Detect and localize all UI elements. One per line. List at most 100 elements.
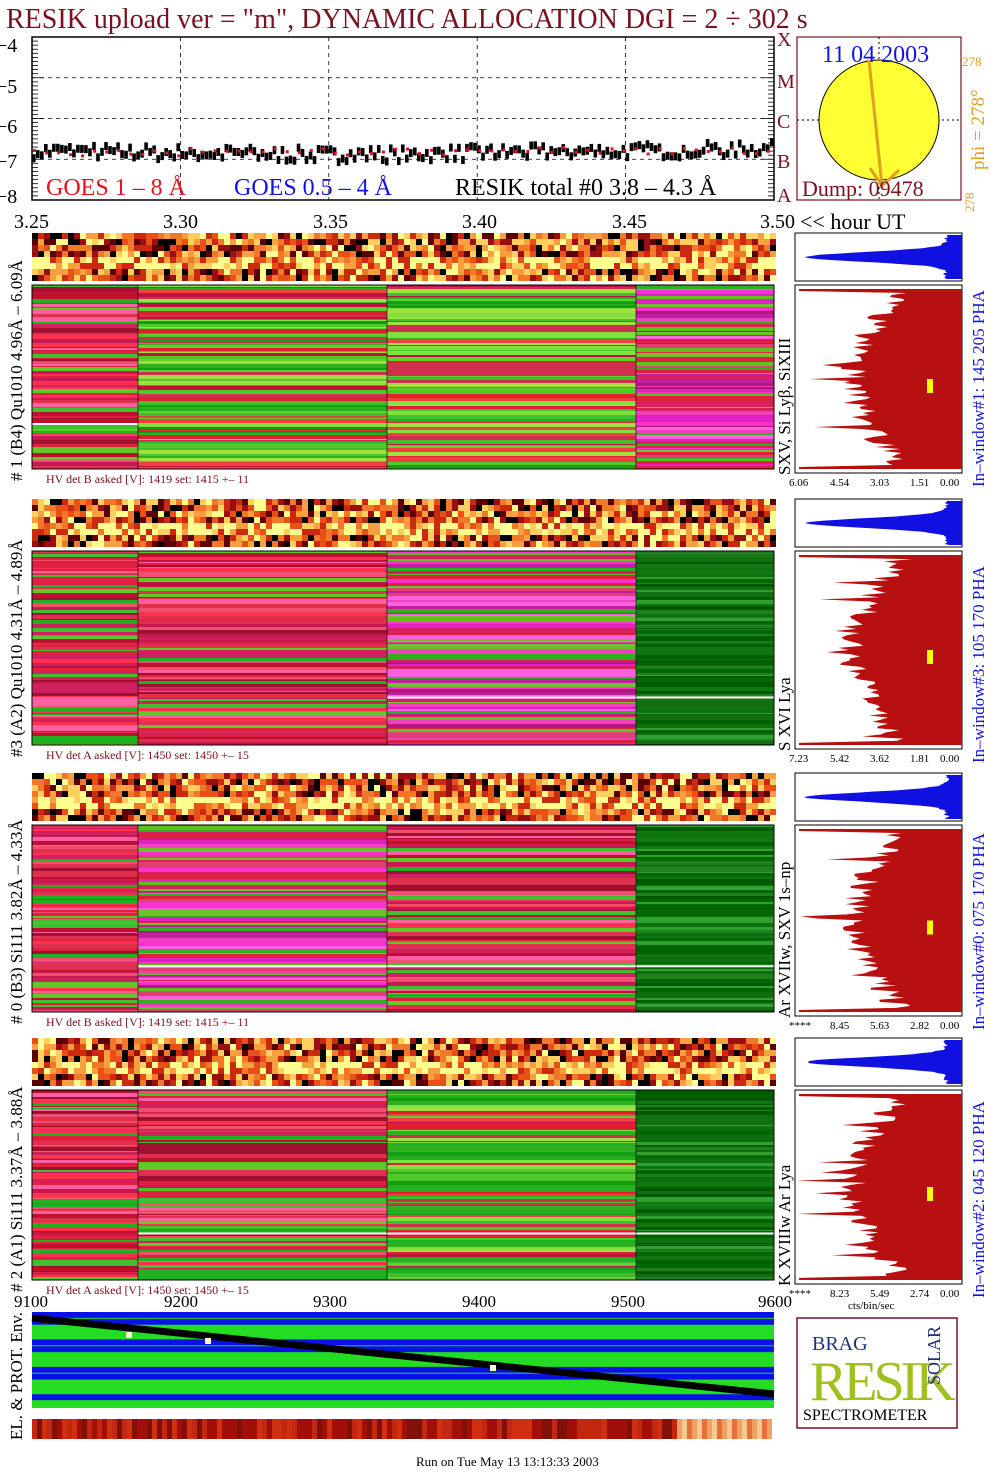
heat-cell [50, 797, 56, 803]
heat-cell [734, 499, 740, 505]
spectrum-band [636, 739, 774, 741]
spectrum-band [636, 861, 774, 865]
heat-cell [578, 1056, 584, 1062]
heat-cell [194, 1068, 200, 1074]
heat-cell [500, 263, 506, 269]
heat-cell [320, 1044, 326, 1050]
goes-point [550, 151, 554, 155]
heat-cell [344, 505, 350, 511]
sun-panel: 11 04 2003 Dump: 09478 phi = 278° 278 27… [777, 29, 989, 212]
heat-cell [236, 233, 242, 239]
spectrum-band [387, 322, 636, 325]
heat-cell [572, 815, 578, 821]
heat-cell [194, 1038, 200, 1044]
heat-cell [44, 269, 50, 275]
heat-cell [602, 815, 608, 821]
heat-cell [584, 535, 590, 541]
heat-cell [380, 257, 386, 263]
heat-cell [530, 511, 536, 517]
heat-cell [254, 251, 260, 257]
heat-cell [500, 815, 506, 821]
heat-cell [302, 779, 308, 785]
spectrum-band [138, 687, 387, 688]
heat-cell [470, 1062, 476, 1068]
heat-cell [710, 505, 716, 511]
heat-cell [374, 815, 380, 821]
spectrum-band [636, 831, 774, 834]
spectrum-band [32, 930, 138, 932]
heat-cell [500, 505, 506, 511]
heat-cell [512, 1038, 518, 1044]
heat-cell [554, 815, 560, 821]
heat-cell [38, 499, 44, 505]
heat-cell [620, 257, 626, 263]
heat-cell [620, 1038, 626, 1044]
heat-cell [428, 773, 434, 779]
heat-cell [122, 499, 128, 505]
heat-cell [422, 809, 428, 815]
spectrum-band [32, 389, 138, 393]
heat-cell [386, 1044, 392, 1050]
heat-cell [80, 505, 86, 511]
heat-cell [86, 275, 92, 281]
heat-cell [572, 269, 578, 275]
spectrum-band [138, 315, 387, 317]
spectrum-band [636, 1007, 774, 1010]
heat-cell [464, 791, 470, 797]
heat-cell [320, 499, 326, 505]
heat-cell [386, 785, 392, 791]
heat-cell [500, 785, 506, 791]
heat-cell [110, 239, 116, 245]
heat-cell [692, 511, 698, 517]
heat-cell [638, 529, 644, 535]
heat-cell [116, 517, 122, 523]
spectrum-band [32, 333, 138, 335]
spectrum-band [32, 339, 138, 343]
spectrum-band [636, 971, 774, 974]
heat-cell [494, 1062, 500, 1068]
heat-cell [596, 245, 602, 251]
heat-cell [548, 797, 554, 803]
heat-cell [110, 257, 116, 263]
heat-cell [440, 499, 446, 505]
heat-cell [662, 1050, 668, 1056]
spectrum-band [387, 693, 636, 695]
resik-point [60, 144, 64, 153]
heat-cell [44, 245, 50, 251]
heat-cell [248, 517, 254, 523]
heat-cell [650, 1050, 656, 1056]
heat-cell [722, 529, 728, 535]
heat-cell [596, 1062, 602, 1068]
heat-cell [752, 803, 758, 809]
heat-cell [296, 541, 302, 547]
heat-cell [548, 529, 554, 535]
heat-cell [392, 785, 398, 791]
heat-cell [452, 1062, 458, 1068]
spectrum-band [32, 598, 138, 600]
heat-cell [92, 517, 98, 523]
heat-cell [554, 233, 560, 239]
heat-cell [404, 523, 410, 529]
heat-cell [416, 269, 422, 275]
spectrum-band [138, 327, 387, 328]
heat-cell [194, 541, 200, 547]
goes-point [706, 150, 710, 154]
heat-cell [50, 535, 56, 541]
spectrum-band [387, 833, 636, 836]
spectrum-band [32, 954, 138, 958]
spectrum-band [387, 825, 636, 827]
heat-cell [248, 541, 254, 547]
heat-cell [686, 773, 692, 779]
spectrum-band [32, 385, 138, 387]
resik-point [144, 142, 148, 151]
heat-cell [656, 809, 662, 815]
heat-cell [392, 523, 398, 529]
resik-point [220, 153, 225, 162]
spectrum-band [32, 676, 138, 677]
heat-cell [308, 791, 314, 797]
heat-cell [446, 529, 452, 535]
heat-cell [452, 269, 458, 275]
heat-cell [38, 245, 44, 251]
heat-cell [764, 1038, 770, 1044]
heat-cell [488, 1050, 494, 1056]
